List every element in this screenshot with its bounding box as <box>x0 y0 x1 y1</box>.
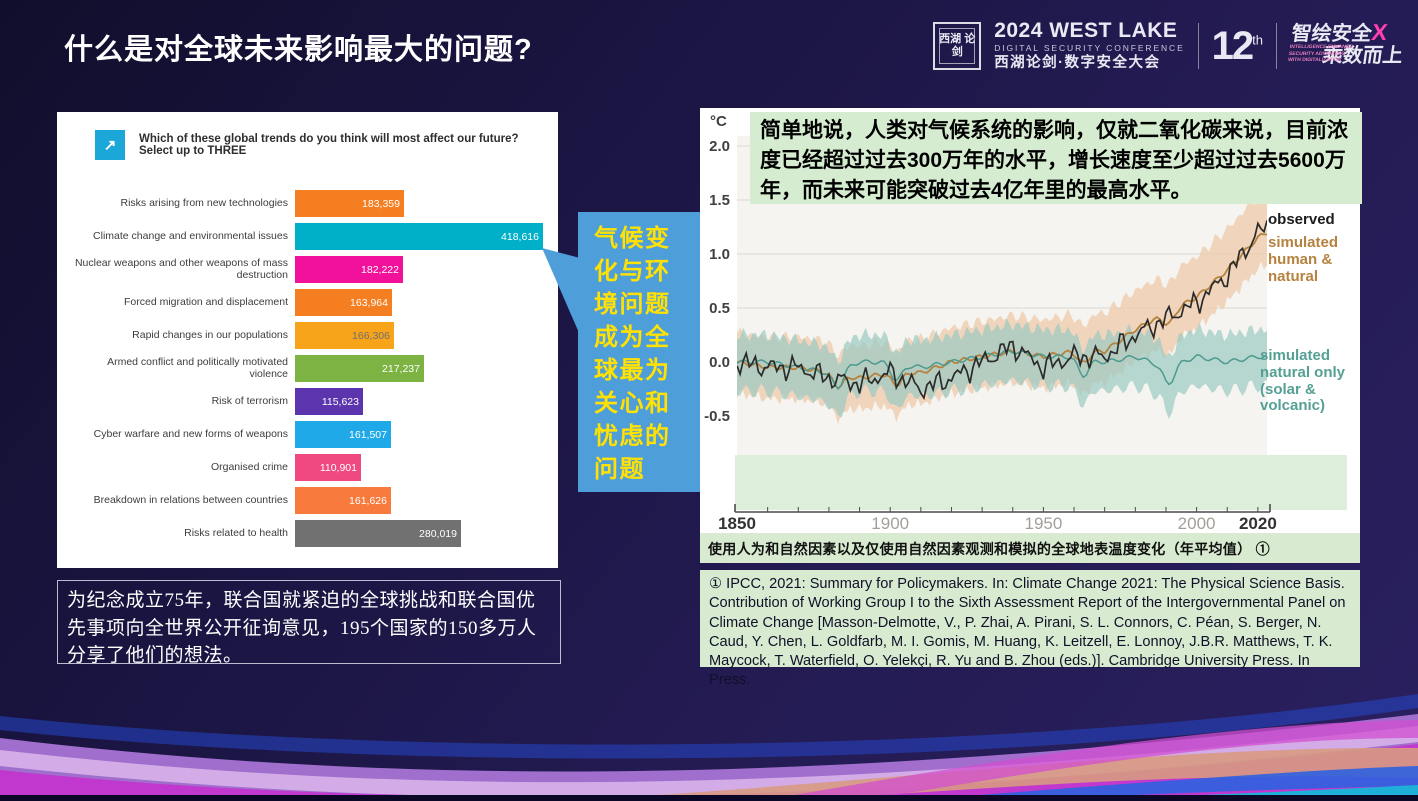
bar-row: Breakdown in relations between countries… <box>67 487 550 514</box>
climate-annotation: 简单地说，人类对气候系统的影响，仅就二氧化碳来说，目前浓度已经超过过去300万年… <box>750 112 1362 204</box>
bar-label: Climate change and environmental issues <box>93 229 288 242</box>
bar-row: Forced migration and displacement 163,964 <box>67 289 550 316</box>
edition-suffix: th <box>1252 32 1263 48</box>
logo-divider <box>1197 22 1199 69</box>
conference-name-en: 2024 WEST LAKE <box>994 19 1178 43</box>
page-title: 什么是对全球未来影响最大的问题? <box>64 34 533 66</box>
bar-label: Organised crime <box>210 460 288 473</box>
bar-row: Nuclear weapons and other weapons of mas… <box>67 256 550 283</box>
survey-bars: Risks arising from new technologies 183,3… <box>67 190 550 553</box>
bar-label: Rapid changes in our populations <box>132 328 288 341</box>
bar: 182,222 <box>295 256 403 283</box>
bar-row: Armed conflict and politically motivated… <box>67 355 550 382</box>
band-natural-only <box>737 318 1267 419</box>
legend-human-natural: simulated human & natural <box>1268 234 1339 285</box>
bar: 163,964 <box>295 289 392 316</box>
x-tick-label: 1900 <box>871 514 909 533</box>
y-tick-label: 0.5 <box>709 300 730 317</box>
bar-row: Rapid changes in our populations 166,306 <box>67 322 550 349</box>
callout-text: 气候变化与环境问题成为全球最为关心和忧虑的问题 <box>594 225 671 483</box>
bar-track: 166,306 <box>295 322 550 349</box>
bar-row: Risks arising from new technologies 183,3… <box>67 190 550 217</box>
bar-row: Cyber warfare and new forms of weapons 16… <box>67 421 550 448</box>
conference-name-cn: 西湖论剑·数字安全大会 <box>994 55 1161 72</box>
bar: 217,237 <box>295 355 424 382</box>
edition-mark: 12th <box>1212 26 1263 66</box>
bar-track: 418,616 <box>295 223 550 250</box>
x-tick-label: 1950 <box>1024 514 1062 533</box>
slogan-smallprint: INTELLIGENCE ENHANCE SECURITY ADVANCING … <box>1287 44 1354 63</box>
bar-track: 182,222 <box>295 256 550 283</box>
climate-caption: 使用人为和自然因素以及仅使用自然因素观测和模拟的全球地表温度变化（年平均值） ① <box>700 533 1360 563</box>
bar-track: 115,623 <box>295 388 550 415</box>
bar-label: Forced migration and displacement <box>123 295 288 308</box>
x-tick-label: 1850 <box>718 514 756 533</box>
conference-wordmark: 2024 WEST LAKE DIGITAL SECURITY CONFEREN… <box>994 19 1185 72</box>
slogan-x-icon: X <box>1370 19 1390 45</box>
bar: 115,623 <box>295 388 363 415</box>
bar-label: Risk of terrorism <box>211 394 288 407</box>
y-tick-label: 0.0 <box>709 354 730 371</box>
bar: 110,901 <box>295 454 361 481</box>
seal-text: 西湖 论剑 <box>939 33 976 58</box>
bar-label: Risks related to health <box>184 526 288 539</box>
y-tick-label: -0.5 <box>704 408 730 425</box>
bar-row: Organised crime 110,901 <box>67 454 550 481</box>
y-tick-label: 1.0 <box>709 246 730 263</box>
logo-divider-2 <box>1276 22 1277 69</box>
westlake-seal-icon: 西湖 论剑 <box>933 21 982 70</box>
bar-label: Breakdown in relations between countries <box>93 493 288 506</box>
survey-chart-panel: ↗ Which of these global trends do you th… <box>57 112 558 568</box>
y-tick-label: 2.0 <box>709 138 730 155</box>
legend-observed: observed <box>1268 211 1335 228</box>
bar-track: 110,901 <box>295 454 550 481</box>
bar: 161,626 <box>295 487 391 514</box>
trend-arrow-icon: ↗ <box>95 130 125 160</box>
bar: 418,616 <box>295 223 543 250</box>
bar: 183,359 <box>295 190 404 217</box>
slogan-logo: 智绘安全X INTELLIGENCE ENHANCE SECURITY ADVA… <box>1286 19 1407 71</box>
slogan-line1: 智绘安全 <box>1290 23 1374 45</box>
bar-label: Armed conflict and politically motivated… <box>107 356 288 380</box>
band-group <box>737 187 1267 425</box>
bar-track: 161,626 <box>295 487 550 514</box>
ipcc-citation: ① IPCC, 2021: Summary for Policymakers. … <box>700 570 1360 688</box>
callout-tail <box>542 248 580 335</box>
callout-bubble <box>578 212 700 492</box>
y-tick-label: 1.5 <box>709 192 730 209</box>
bar-label: Nuclear weapons and other weapons of mas… <box>74 257 288 281</box>
bar-track: 161,507 <box>295 421 550 448</box>
conference-subtitle-en: DIGITAL SECURITY CONFERENCE <box>994 43 1185 54</box>
bar: 166,306 <box>295 322 394 349</box>
un75-note: 为纪念成立75年，联合国就紧迫的全球挑战和联合国优先事项向全世界公开征询意见，1… <box>57 580 561 666</box>
y-axis-unit: °C <box>710 113 727 130</box>
bar-track: 163,964 <box>295 289 550 316</box>
bar: 280,019 <box>295 520 461 547</box>
bar-row: Climate change and environmental issues 4… <box>67 223 550 250</box>
survey-header: ↗ Which of these global trends do you th… <box>95 130 535 160</box>
bar: 161,507 <box>295 421 391 448</box>
bottom-edge-strip <box>0 795 1418 801</box>
footer-wave-decoration <box>0 694 1418 801</box>
edition-number: 12 <box>1211 23 1254 68</box>
bar-label: Risks arising from new technologies <box>120 196 289 209</box>
bar-label: Cyber warfare and new forms of weapons <box>93 427 288 440</box>
legend-natural-only: simulated natural only (solar & volcanic… <box>1260 347 1346 415</box>
x-tick-label: 2000 <box>1178 514 1216 533</box>
x-tick-label: 2020 <box>1239 514 1277 533</box>
bar-track: 217,237 <box>295 355 550 382</box>
line-natural-only <box>737 349 1267 390</box>
bar-track: 183,359 <box>295 190 550 217</box>
survey-question: Which of these global trends do you thin… <box>139 133 519 157</box>
bar-row: Risks related to health 280,019 <box>67 520 550 547</box>
line-observed <box>737 220 1267 401</box>
bar-track: 280,019 <box>295 520 550 547</box>
plot-green-strip <box>735 455 1347 510</box>
bar-row: Risk of terrorism 115,623 <box>67 388 550 415</box>
conference-logo-cluster: 西湖 论剑 2024 WEST LAKE DIGITAL SECURITY CO… <box>933 19 1407 72</box>
seal-inner-border <box>939 27 976 64</box>
